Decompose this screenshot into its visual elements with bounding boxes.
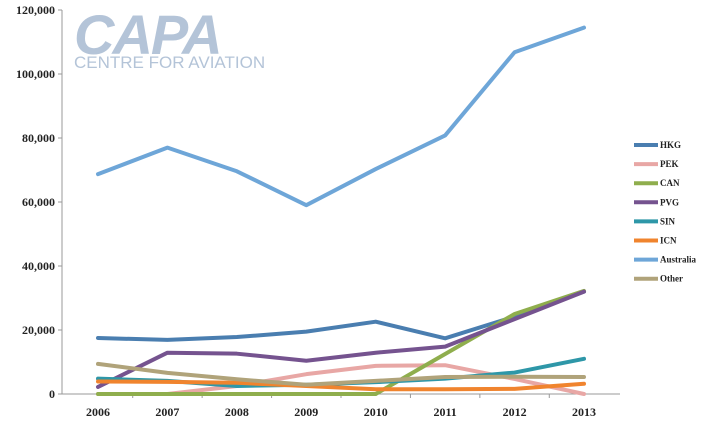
legend: HKG PEK CAN PVG SIN ICN Australia Other bbox=[634, 140, 697, 284]
series-line-can bbox=[96, 288, 586, 396]
legend-label-sin: SIN bbox=[660, 216, 676, 226]
y-tick-label: 20,000 bbox=[22, 323, 55, 337]
series-line-australia bbox=[96, 25, 586, 208]
y-tick-label: 60,000 bbox=[22, 195, 55, 209]
x-tick-label: 2008 bbox=[225, 405, 249, 419]
logo-main-text: CAPA bbox=[74, 3, 221, 66]
y-tick-labels: 0 20,000 40,000 60,000 80,000 100,000 120,000 bbox=[16, 3, 62, 401]
legend-label-hkg: HKG bbox=[660, 140, 681, 150]
capa-watermark-logo: CAPA CENTRE FOR AVIATION bbox=[74, 3, 265, 72]
legend-label-other: Other bbox=[660, 274, 683, 284]
y-tick-label: 40,000 bbox=[22, 259, 55, 273]
x-tick-label: 2011 bbox=[433, 405, 456, 419]
x-tick-label: 2010 bbox=[364, 405, 388, 419]
y-tick-label: 80,000 bbox=[22, 131, 55, 145]
legend-label-pek: PEK bbox=[660, 159, 679, 169]
legend-label-icn: ICN bbox=[660, 236, 677, 246]
series-line-icn bbox=[96, 379, 586, 392]
legend-label-can: CAN bbox=[660, 178, 680, 188]
y-tick-label: 100,000 bbox=[16, 67, 55, 81]
legend-label-australia: Australia bbox=[660, 255, 697, 265]
y-tick-label: 0 bbox=[49, 387, 55, 401]
series-line-other bbox=[96, 361, 586, 387]
logo-sub-text: CENTRE FOR AVIATION bbox=[74, 53, 265, 72]
y-tick-label: 120,000 bbox=[16, 3, 55, 17]
x-tick-label: 2012 bbox=[503, 405, 527, 419]
series-lines bbox=[96, 25, 586, 396]
x-tick-labels: 2006 2007 2008 2009 2010 2011 2012 2013 bbox=[86, 394, 596, 419]
x-tick-label: 2007 bbox=[155, 405, 179, 419]
x-tick-label: 2006 bbox=[86, 405, 110, 419]
series-line-pvg bbox=[96, 289, 586, 389]
x-tick-label: 2013 bbox=[572, 405, 596, 419]
legend-label-pvg: PVG bbox=[660, 197, 679, 207]
x-tick-label: 2009 bbox=[294, 405, 318, 419]
